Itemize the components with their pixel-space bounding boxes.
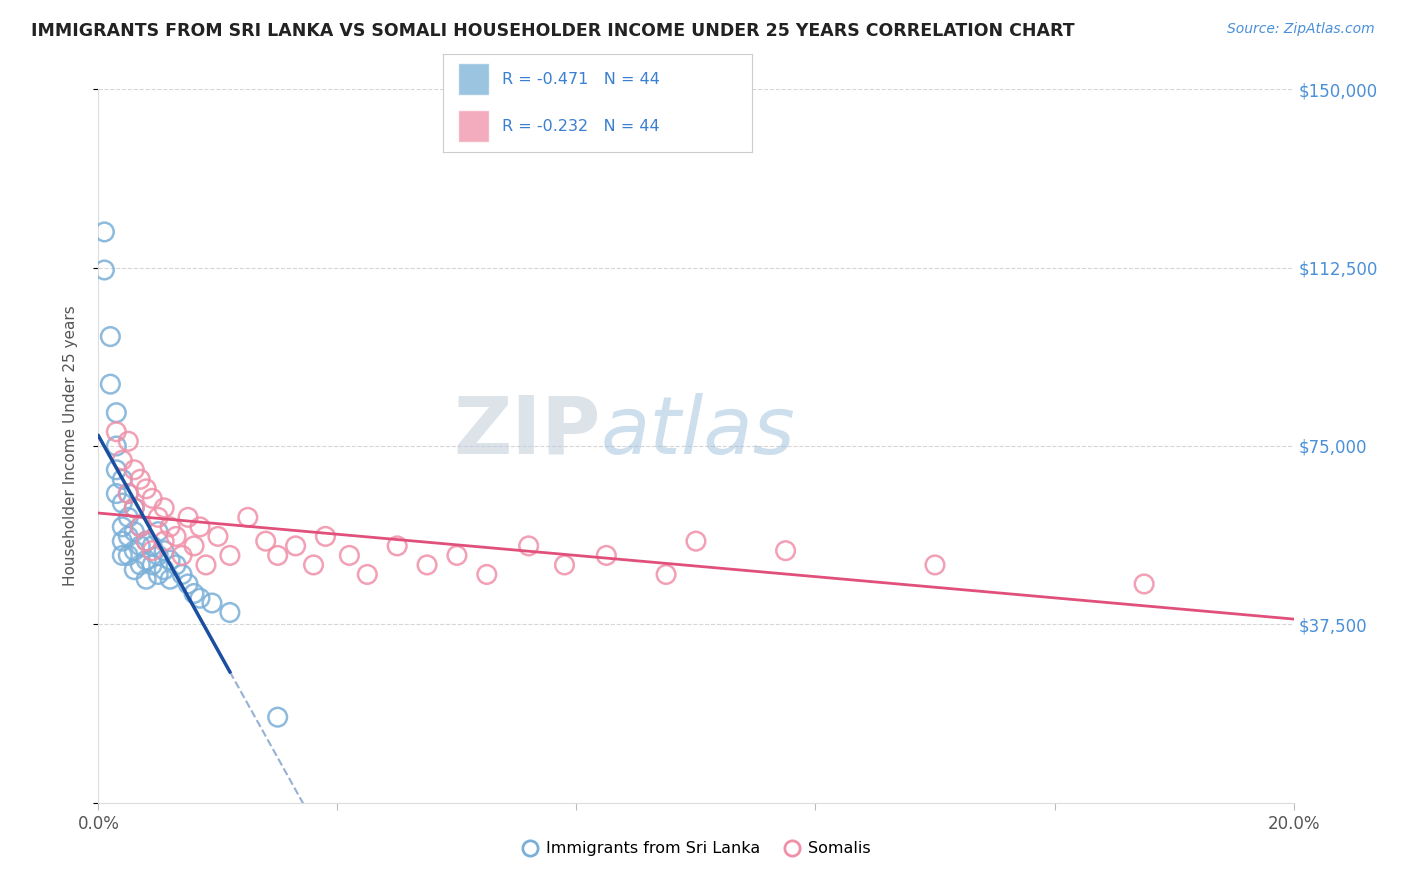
Point — [267, 710, 290, 724]
Text: R = -0.232   N = 44: R = -0.232 N = 44 — [502, 119, 659, 134]
Point — [141, 539, 163, 553]
Point — [219, 549, 242, 563]
Point — [117, 434, 139, 449]
Point — [165, 558, 187, 572]
Point — [129, 520, 152, 534]
Point — [188, 591, 211, 606]
Point — [172, 567, 194, 582]
Point — [165, 529, 187, 543]
Point — [105, 463, 128, 477]
Text: IMMIGRANTS FROM SRI LANKA VS SOMALI HOUSEHOLDER INCOME UNDER 25 YEARS CORRELATIO: IMMIGRANTS FROM SRI LANKA VS SOMALI HOUS… — [31, 22, 1074, 40]
Point — [105, 425, 128, 439]
Text: R = -0.471   N = 44: R = -0.471 N = 44 — [502, 71, 659, 87]
Point — [135, 534, 157, 549]
Point — [148, 510, 170, 524]
Point — [98, 329, 122, 343]
Point — [446, 549, 468, 563]
Point — [129, 539, 152, 553]
Point — [117, 486, 139, 500]
Point — [339, 549, 361, 563]
Point — [124, 563, 146, 577]
Point — [475, 567, 498, 582]
Point — [655, 567, 678, 582]
Point — [284, 539, 307, 553]
Point — [124, 543, 146, 558]
Point — [141, 543, 163, 558]
Point — [219, 606, 242, 620]
Point — [685, 534, 707, 549]
Point — [105, 439, 128, 453]
Point — [416, 558, 439, 572]
Point — [188, 520, 211, 534]
Point — [111, 472, 134, 486]
Point — [177, 510, 200, 524]
Point — [129, 558, 152, 572]
Point — [159, 572, 181, 586]
Point — [124, 463, 146, 477]
Point — [117, 529, 139, 543]
Point — [385, 539, 409, 553]
Text: ZIP: ZIP — [453, 392, 600, 471]
Point — [135, 553, 157, 567]
Point — [517, 539, 540, 553]
Point — [267, 549, 290, 563]
Point — [595, 549, 617, 563]
Point — [129, 520, 152, 534]
Point — [183, 539, 205, 553]
Point — [356, 567, 378, 582]
Point — [159, 520, 181, 534]
Point — [159, 553, 181, 567]
Point — [117, 486, 139, 500]
Point — [117, 549, 139, 563]
Point — [141, 558, 163, 572]
Point — [207, 529, 229, 543]
FancyBboxPatch shape — [458, 63, 489, 95]
Point — [302, 558, 325, 572]
Point — [111, 453, 134, 467]
Point — [1133, 577, 1156, 591]
Point — [129, 472, 152, 486]
Point — [775, 543, 797, 558]
Point — [105, 486, 128, 500]
Point — [111, 496, 134, 510]
Point — [141, 491, 163, 506]
Text: atlas: atlas — [600, 392, 796, 471]
Legend: Immigrants from Sri Lanka, Somalis: Immigrants from Sri Lanka, Somalis — [515, 835, 877, 863]
Point — [135, 534, 157, 549]
Point — [98, 377, 122, 392]
Point — [148, 567, 170, 582]
Point — [195, 558, 218, 572]
Point — [148, 524, 170, 539]
Point — [111, 520, 134, 534]
Point — [117, 510, 139, 524]
Point — [111, 534, 134, 549]
Point — [924, 558, 946, 572]
FancyBboxPatch shape — [458, 111, 489, 142]
Point — [153, 543, 176, 558]
Point — [201, 596, 224, 610]
Point — [124, 524, 146, 539]
Point — [105, 406, 128, 420]
Point — [177, 577, 200, 591]
Point — [254, 534, 277, 549]
Point — [148, 549, 170, 563]
Point — [153, 563, 176, 577]
Point — [153, 500, 176, 515]
Point — [124, 500, 146, 515]
Point — [153, 534, 176, 549]
Point — [236, 510, 259, 524]
Point — [111, 549, 134, 563]
Point — [124, 500, 146, 515]
Point — [135, 482, 157, 496]
Point — [93, 263, 115, 277]
Point — [183, 586, 205, 600]
Text: Source: ZipAtlas.com: Source: ZipAtlas.com — [1227, 22, 1375, 37]
Y-axis label: Householder Income Under 25 years: Householder Income Under 25 years — [63, 306, 77, 586]
Point — [554, 558, 576, 572]
Point — [135, 572, 157, 586]
Point — [315, 529, 337, 543]
Point — [93, 225, 115, 239]
Point — [172, 549, 194, 563]
